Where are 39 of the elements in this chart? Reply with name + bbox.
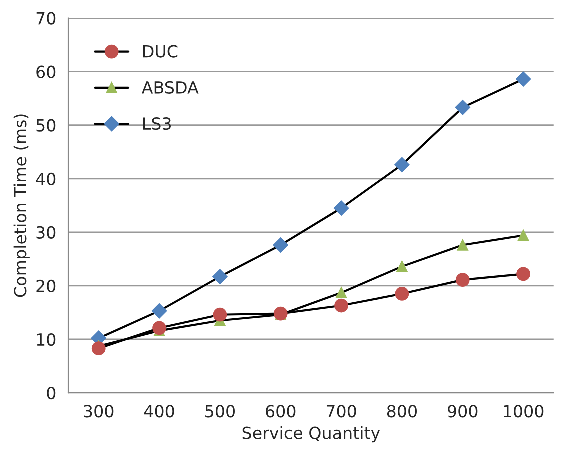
- point: [212, 269, 228, 284]
- y-tick-label: 20: [36, 280, 56, 293]
- x-tick-label: 400: [144, 405, 174, 418]
- legend-label: DUC: [143, 45, 178, 58]
- point: [396, 261, 408, 272]
- point: [516, 267, 530, 282]
- point: [457, 240, 468, 251]
- y-tick-label: 10: [37, 333, 56, 346]
- x-tick-label: 300: [84, 405, 114, 418]
- x-tick-label: 700: [326, 405, 356, 418]
- x-axis-title: Service Quantity: [242, 426, 380, 443]
- y-tick-label: 60: [36, 66, 56, 78]
- y-tick-label: 0: [47, 386, 56, 400]
- point: [395, 287, 410, 301]
- point: [273, 238, 288, 253]
- point: [516, 72, 532, 87]
- y-tick-label: 50: [36, 119, 56, 132]
- y-tick-label: 40: [36, 172, 56, 186]
- legend-label: ABSDA: [142, 81, 199, 94]
- x-tick-label: 900: [448, 405, 478, 418]
- x-tick-label: 800: [387, 405, 417, 418]
- point: [455, 100, 470, 116]
- point: [152, 304, 168, 319]
- point: [336, 287, 348, 298]
- point: [92, 342, 106, 356]
- point: [213, 308, 228, 322]
- point: [394, 157, 410, 173]
- point: [334, 200, 350, 216]
- x-tick-label: 500: [206, 405, 235, 418]
- y-tick-label: 30: [36, 226, 56, 239]
- legend-label: LS3: [143, 118, 171, 130]
- y-tick-label: 70: [36, 12, 56, 25]
- point: [456, 273, 470, 288]
- x-tick-label: 1000: [504, 405, 544, 418]
- point: [334, 298, 348, 313]
- point: [152, 321, 166, 336]
- y-axis-title: Completion Time (ms): [14, 114, 30, 298]
- x-tick-label: 600: [266, 405, 296, 418]
- point: [518, 230, 530, 242]
